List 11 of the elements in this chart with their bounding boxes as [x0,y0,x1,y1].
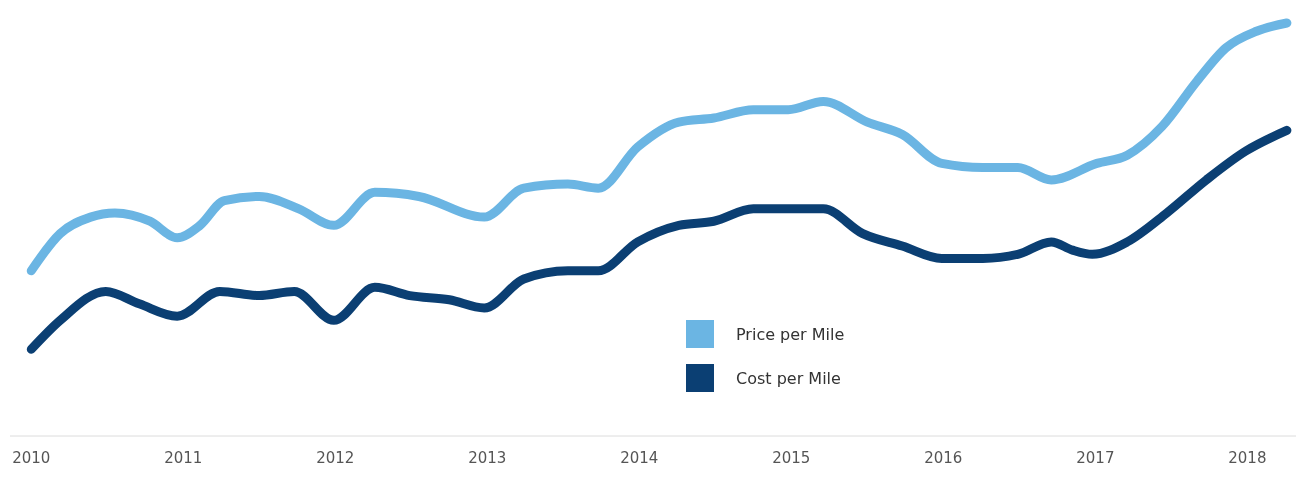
x-tick-label: 2014 [620,449,659,467]
x-tick-label: 2017 [1076,449,1115,467]
legend-label: Price per Mile [736,325,845,344]
x-tick-label: 2012 [316,449,355,467]
x-tick-label: 2015 [772,449,811,467]
x-tick-label: 2018 [1228,449,1267,467]
x-tick-label: 2010 [12,449,51,467]
x-tick-label: 2016 [924,449,963,467]
x-tick-label: 2013 [468,449,507,467]
x-tick-label: 2011 [164,449,203,467]
legend-label: Cost per Mile [736,369,841,388]
